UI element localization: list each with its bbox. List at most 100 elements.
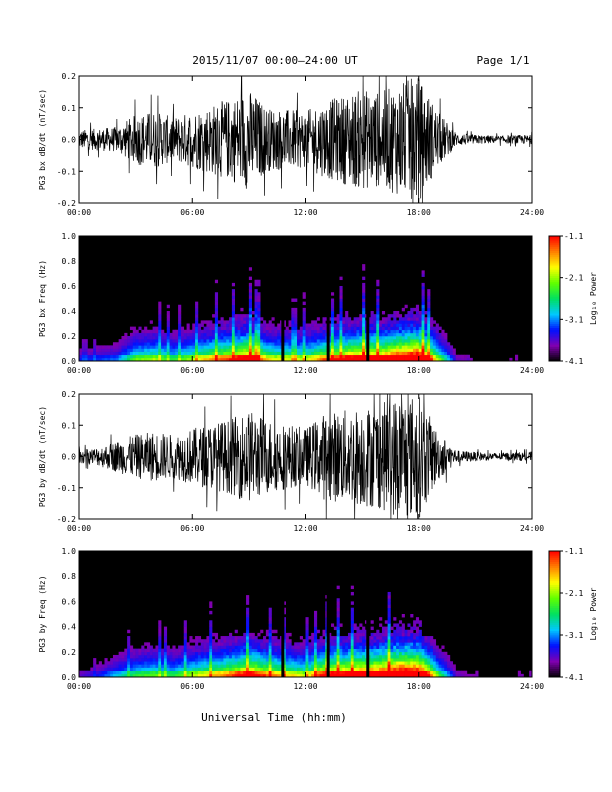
spectrogram-cell xyxy=(447,673,451,678)
spectrogram-cell xyxy=(115,667,119,671)
spectrogram-cell xyxy=(413,673,417,678)
spectrogram-cell xyxy=(263,654,267,659)
spectrogram-cell xyxy=(376,314,380,318)
spectrogram-cell xyxy=(209,623,213,627)
spectrogram-cell xyxy=(444,673,448,678)
spectrogram-cell xyxy=(430,345,434,349)
spectrogram-cell xyxy=(271,639,275,643)
spectrogram-cell xyxy=(418,336,422,340)
spectrogram-cell xyxy=(169,670,173,675)
spectrogram-cell xyxy=(223,661,227,665)
spectrogram-cell xyxy=(214,311,219,315)
spectrogram-cell xyxy=(333,317,337,321)
spectrogram-cell xyxy=(115,654,119,659)
spectrogram-cell xyxy=(297,354,301,359)
spectrogram-cell xyxy=(413,348,417,352)
spectrogram-cell xyxy=(260,658,264,662)
colorbar-segment xyxy=(549,662,560,665)
spectrogram-cell xyxy=(339,670,343,675)
spectrogram-cell xyxy=(390,642,394,646)
spectrogram-cell xyxy=(144,354,148,359)
spectrogram-cell xyxy=(144,348,148,352)
spectrogram-cell xyxy=(404,670,408,675)
spectrogram-cell xyxy=(319,639,323,643)
spectrogram-cell xyxy=(294,329,298,334)
spectrogram-cell xyxy=(294,326,298,331)
spectrogram-cell xyxy=(305,617,309,621)
spectrogram-cell xyxy=(291,320,295,324)
spectrogram-cell xyxy=(260,664,264,668)
spectrogram-cell xyxy=(313,620,318,624)
spectrogram-cell xyxy=(330,661,335,665)
spectrogram-cell xyxy=(248,636,253,640)
spectrogram-cell xyxy=(246,326,250,331)
spectrogram-cell xyxy=(288,673,292,678)
spectrogram-cell xyxy=(231,317,236,321)
spectrogram-cell xyxy=(231,314,236,318)
spectrogram-cell xyxy=(430,648,434,653)
spectrogram-cell xyxy=(203,354,207,359)
spectrogram-cell xyxy=(415,339,420,343)
spectrogram-cell xyxy=(90,667,94,671)
spectrogram-gap xyxy=(281,551,285,677)
spectrogram-cell xyxy=(124,354,128,359)
spectrogram-cell xyxy=(330,329,335,334)
spectrogram-cell xyxy=(413,354,417,359)
spectrogram-cell xyxy=(339,276,343,281)
spectrogram-cell xyxy=(248,332,253,337)
spectrogram-cell xyxy=(336,607,340,612)
spectrogram-cell xyxy=(299,351,303,356)
spectrogram-cell xyxy=(398,320,403,324)
spectrogram-cell xyxy=(345,673,349,678)
spectrogram-cell xyxy=(353,345,357,349)
spectrogram-cell xyxy=(243,636,247,640)
spectrogram-cell xyxy=(231,336,236,340)
spectrogram-cell xyxy=(396,329,400,334)
spectrogram-cell xyxy=(311,323,315,327)
spectrogram-cell xyxy=(319,357,323,362)
spectrogram-cell xyxy=(107,345,111,349)
spectrogram-cell xyxy=(240,307,244,312)
spectrogram-cell xyxy=(282,610,286,615)
spectrogram-cell xyxy=(186,654,190,659)
spectrogram-cell xyxy=(413,623,417,627)
spectrogram-cell xyxy=(203,357,207,362)
spectrogram-cell xyxy=(362,667,366,671)
spectrogram-cell xyxy=(118,348,122,352)
spectrogram-cell xyxy=(407,670,411,675)
spectrogram-cell xyxy=(381,636,386,640)
spectrogram-cell xyxy=(404,329,408,334)
spectrogram-cell xyxy=(214,295,219,299)
spectrogram-cell xyxy=(311,336,315,340)
colorbar-segment xyxy=(549,614,560,617)
spectrogram-cell xyxy=(107,673,111,678)
spectrogram-cell xyxy=(169,357,173,362)
spectrogram-cell xyxy=(291,314,295,318)
spectrogram-cell xyxy=(308,336,312,340)
spectrogram-cell xyxy=(319,339,323,343)
spectrogram-cell xyxy=(212,670,216,675)
spectrogram-cell xyxy=(424,332,428,337)
spectrogram-cell xyxy=(254,332,258,337)
spectrogram-cell xyxy=(118,357,122,362)
spectrogram-cell xyxy=(328,658,332,662)
spectrogram-cell xyxy=(404,667,408,671)
spectrogram-cell xyxy=(362,673,366,678)
spectrogram-cell xyxy=(430,339,434,343)
spectrogram-cell xyxy=(291,342,295,346)
spectrogram-cell xyxy=(197,345,202,349)
spectrogram-cell xyxy=(197,651,202,656)
spectrogram-cell xyxy=(421,286,425,290)
spectrogram-cell xyxy=(350,591,354,596)
spectrogram-cell xyxy=(155,664,159,668)
spectrogram-cell xyxy=(308,651,312,656)
spectrogram-cell xyxy=(384,354,388,359)
spectrogram-cell xyxy=(209,658,213,662)
spectrogram-cell xyxy=(393,348,397,352)
spectrogram-cell xyxy=(169,667,173,671)
spectrogram-cell xyxy=(240,357,244,362)
spectrogram-cell xyxy=(350,673,354,678)
spectrogram-cell xyxy=(248,673,253,678)
spectrogram-cell xyxy=(353,664,357,668)
spectrogram-cell xyxy=(115,357,119,362)
